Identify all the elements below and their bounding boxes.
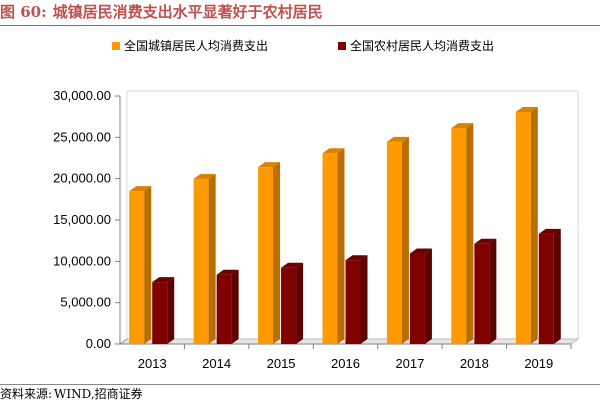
- bar-urban-2015: [258, 162, 281, 344]
- legend-item-urban: 全国城镇居民人均消费支出: [112, 38, 268, 53]
- source-label: 资料来源:: [0, 387, 53, 401]
- source-rule: [0, 384, 600, 385]
- x-tick-label: 2016: [331, 356, 360, 371]
- bar-urban-2018: [451, 123, 474, 344]
- figure-title-text: 城镇居民消费支出水平显著好于农村居民: [52, 3, 323, 21]
- y-tick-label: 25,000.00: [53, 129, 111, 144]
- source-note: 资料来源: WIND,招商证券: [0, 384, 600, 406]
- bar-rural-2016: [345, 255, 368, 344]
- legend: 全国城镇居民人均消费支出 全国农村居民人均消费支出: [112, 38, 494, 53]
- x-tick-label: 2019: [524, 356, 553, 371]
- tick-labels: 0.00 5,000.00 10,000.00 15,000.00 20,000.00 2…: [53, 88, 553, 371]
- y-tick-label: 20,000.00: [53, 171, 111, 186]
- legend-item-rural: 全国农村居民人均消费支出: [338, 38, 494, 53]
- x-tick-label: 2017: [395, 356, 424, 371]
- figure-title: 图 60: 城镇居民消费支出水平显著好于农村居民: [0, 0, 600, 26]
- source-text: WIND,招商证券: [54, 387, 143, 401]
- y-tick-label: 5,000.00: [60, 295, 111, 310]
- legend-swatch: [338, 42, 346, 50]
- x-tick-label: 2014: [202, 356, 231, 371]
- bar-urban-2019: [515, 107, 538, 344]
- depth-edge: [119, 338, 128, 345]
- legend-label: 全国农村居民人均消费支出: [350, 38, 494, 53]
- bar-rural-2019: [538, 228, 561, 344]
- legend-label: 全国城镇居民人均消费支出: [124, 38, 268, 53]
- y-tick-label: 30,000.00: [53, 88, 111, 103]
- bar-urban-2014: [193, 173, 216, 344]
- y-tick-label: 15,000.00: [53, 212, 111, 227]
- bar-rural-2014: [216, 269, 239, 344]
- bar-rural-2015: [281, 262, 304, 344]
- y-tick-label: 10,000.00: [53, 253, 111, 268]
- title-rule: [0, 25, 600, 26]
- bar-rural-2013: [152, 277, 175, 344]
- bar-urban-2016: [322, 148, 345, 344]
- bar-rural-2018: [474, 238, 497, 344]
- bars: [129, 107, 561, 344]
- x-tick-label: 2018: [460, 356, 489, 371]
- figure-number: 图 60:: [0, 3, 47, 21]
- bar-rural-2017: [409, 248, 432, 344]
- bar-urban-2017: [386, 136, 409, 344]
- legend-swatch: [112, 42, 120, 50]
- bar-urban-2013: [129, 186, 152, 344]
- x-tick-label: 2013: [138, 356, 167, 371]
- x-tick-label: 2015: [267, 356, 296, 371]
- y-tick-label: 0.00: [86, 336, 111, 351]
